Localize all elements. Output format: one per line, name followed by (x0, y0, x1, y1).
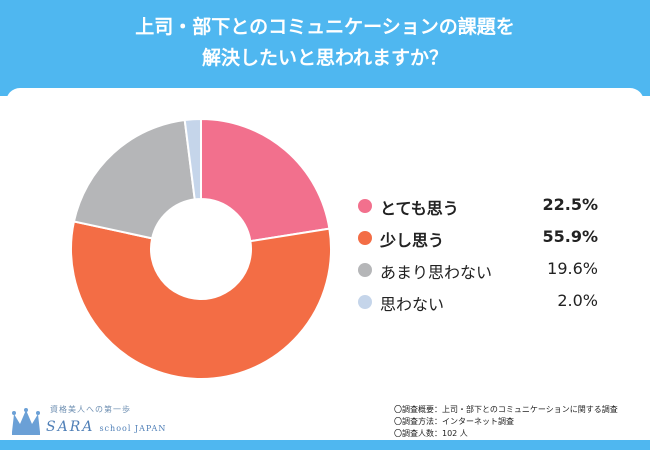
legend-label: とても思う (380, 199, 459, 218)
title-line-1: 上司・部下とのコミュニケーションの課題を (135, 16, 515, 38)
legend-label: 少し思う (380, 231, 445, 250)
donut-chart (70, 117, 332, 380)
legend-item: あまり思わない 19.6% (358, 254, 598, 286)
legend-value: 19.6% (547, 259, 598, 278)
header-band (0, 0, 650, 96)
logo-tagline: 資格美人への第一歩 (50, 405, 131, 414)
title-line-2: 解決したいと思われますか？ (201, 47, 449, 69)
legend-label: あまり思わない (380, 263, 493, 282)
bottom-band (0, 440, 650, 450)
legend-value: 55.9% (542, 227, 598, 246)
legend-swatch-icon (358, 295, 372, 309)
survey-note-outline: 〇調査概要：上司・部下とのコミュニケーションに関する調査 (394, 405, 618, 414)
legend-swatch-icon (358, 199, 372, 213)
logo-brand-sub: school JAPAN (99, 424, 167, 433)
logo: 資格美人への第一歩 SARA school JAPAN (10, 404, 170, 440)
legend: とても思う 22.5% 少し思う 55.9% あまり思わない 19.6% 思わない 2.0% (358, 190, 598, 318)
legend-label: 思わない (380, 295, 445, 314)
legend-item: 少し思う 55.9% (358, 222, 598, 254)
crown-icon (12, 408, 40, 435)
legend-value: 2.0% (557, 291, 598, 310)
chart-title: 上司・部下とのコミュニケーションの課題を 解決したいと思われますか？ (0, 12, 650, 74)
survey-note-count: 〇調査人数：102 人 (394, 429, 468, 438)
logo-brand-name: SARA (46, 419, 95, 435)
survey-note-method: 〇調査方法：インターネット調査 (394, 417, 514, 426)
legend-item: 思わない 2.0% (358, 286, 598, 318)
logo-brand: SARA school JAPAN (46, 416, 166, 435)
legend-item: とても思う 22.5% (358, 190, 598, 222)
legend-swatch-icon (358, 263, 372, 277)
pie-slice-1 (200, 117, 331, 243)
survey-notes: 〇調査概要：上司・部下とのコミュニケーションに関する調査 〇調査方法：インターネ… (394, 404, 618, 440)
pie-slice-3 (72, 118, 196, 240)
pie-slice-4 (183, 117, 202, 201)
pie-slice-2 (70, 220, 332, 380)
legend-value: 22.5% (542, 195, 598, 214)
legend-swatch-icon (358, 231, 372, 245)
